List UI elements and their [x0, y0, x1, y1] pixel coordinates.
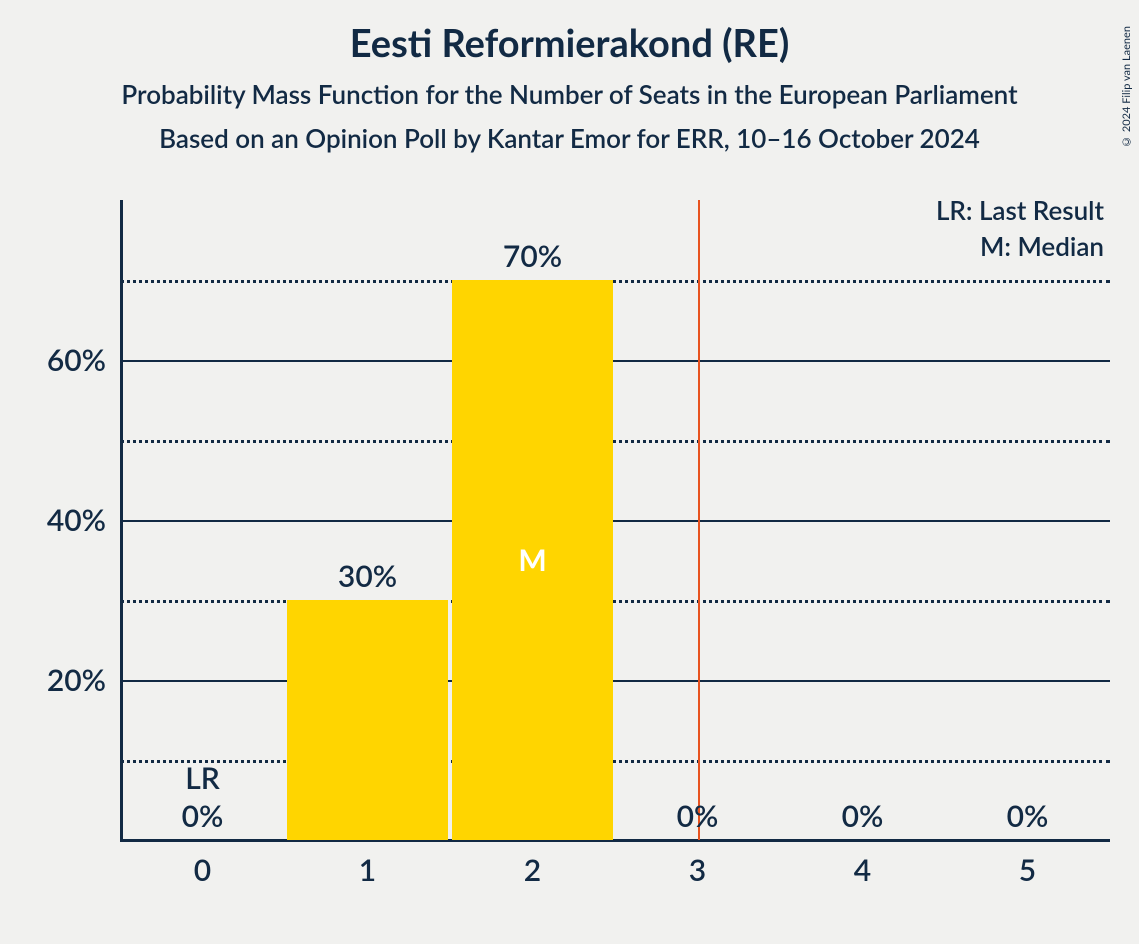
bar-value-label: 0%: [182, 798, 224, 840]
chart-legend: LR: Last Result M: Median: [936, 194, 1104, 266]
median-marker: M: [518, 542, 546, 578]
x-tick-label: 4: [854, 840, 871, 888]
plot-area: LR: Last Result M: Median 20%40%60%0%030…: [120, 200, 1110, 840]
x-tick-label: 3: [689, 840, 706, 888]
legend-m: M: Median: [936, 230, 1104, 262]
last-result-vline: [698, 200, 700, 840]
chart-subtitle-1: Probability Mass Function for the Number…: [0, 78, 1139, 110]
y-tick-label: 60%: [47, 342, 120, 378]
y-tick-label: 40%: [47, 502, 120, 538]
gridline-minor: [120, 600, 1110, 603]
gridline-minor: [120, 280, 1110, 283]
x-tick-label: 5: [1019, 840, 1036, 888]
bar-value-label: 70%: [503, 238, 562, 280]
gridline-major: [120, 360, 1110, 362]
x-tick-label: 2: [524, 840, 541, 888]
x-tick-label: 1: [359, 840, 376, 888]
bar-value-label: 0%: [677, 798, 719, 840]
lr-marker: LR: [185, 760, 220, 796]
y-tick-label: 20%: [47, 662, 120, 698]
chart-title: Eesti Reformierakond (RE): [0, 20, 1139, 66]
x-axis: [120, 839, 1110, 842]
bar-value-label: 0%: [842, 798, 884, 840]
gridline-major: [120, 520, 1110, 522]
bar-value-label: 30%: [338, 558, 397, 600]
gridline-minor: [120, 440, 1110, 443]
chart-subtitle-2: Based on an Opinion Poll by Kantar Emor …: [0, 122, 1139, 154]
bar: [287, 600, 449, 840]
gridline-minor: [120, 760, 1110, 763]
bar-value-label: 0%: [1007, 798, 1049, 840]
gridline-major: [120, 680, 1110, 682]
legend-lr: LR: Last Result: [936, 194, 1104, 226]
bar-chart: LR: Last Result M: Median 20%40%60%0%030…: [40, 190, 1120, 910]
x-tick-label: 0: [194, 840, 211, 888]
copyright-text: © 2024 Filip van Laenen: [1120, 26, 1133, 148]
